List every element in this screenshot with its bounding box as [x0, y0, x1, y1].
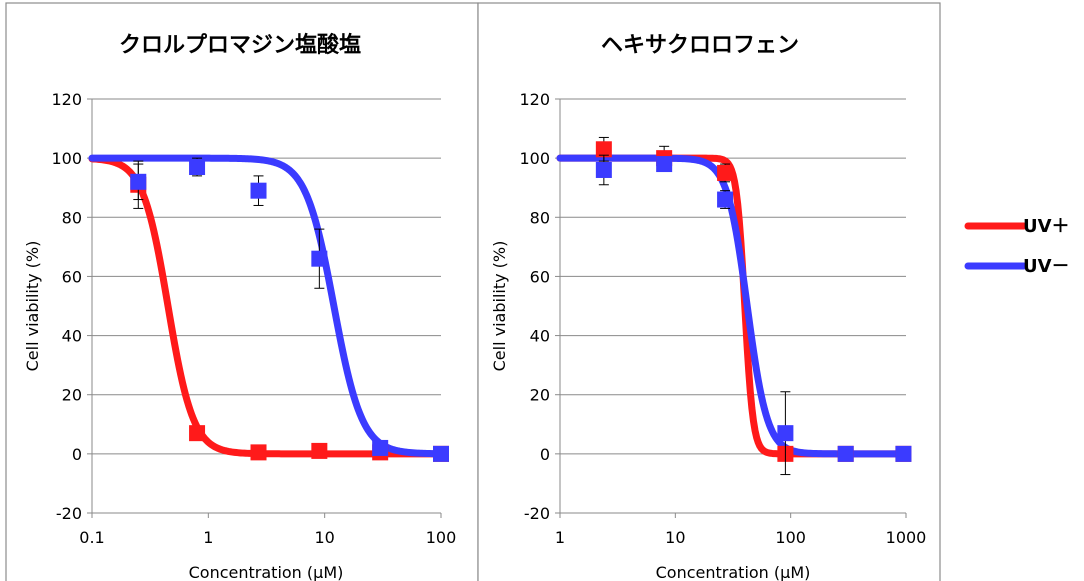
- axis-layer: -20 0 20 40 60 80 100 120 0.1 1 10 100: [51, 90, 456, 547]
- marker-layer: [130, 157, 449, 462]
- y-tick-label: 0: [72, 445, 82, 464]
- y-tick-label: 100: [519, 149, 550, 168]
- data-point: [250, 444, 267, 461]
- chart-title: クロルプロマジン塩酸塩: [119, 32, 361, 58]
- data-point: [656, 156, 673, 173]
- x-tick-label: 100: [775, 528, 806, 547]
- y-axis-label: Cell viability (%): [23, 241, 42, 372]
- panel-chlorpromazine: クロルプロマジン塩酸塩 Concentration (μM) Cell viab…: [5, 2, 479, 581]
- data-point: [189, 159, 206, 176]
- y-tick-label: 60: [62, 267, 82, 286]
- x-axis-label: Concentration (μM): [189, 563, 344, 581]
- data-point: [311, 442, 328, 459]
- y-tick-label: 80: [62, 208, 82, 227]
- data-point: [311, 250, 328, 267]
- x-tick-label: 100: [426, 528, 457, 547]
- data-point: [777, 425, 794, 442]
- y-axis-label: Cell viability (%): [490, 241, 509, 372]
- y-tick-label: 120: [519, 90, 550, 109]
- legend-label: UV＋: [1023, 216, 1070, 237]
- data-point: [250, 182, 267, 199]
- y-tick-label: 100: [51, 149, 82, 168]
- x-tick-label: 1000: [886, 528, 927, 547]
- data-point: [189, 425, 206, 442]
- marker-layer: [595, 136, 912, 476]
- data-point: [433, 445, 449, 462]
- data-point: [595, 141, 612, 158]
- y-tick-label: -20: [56, 504, 82, 523]
- data-point: [837, 445, 854, 462]
- y-tick-label: 20: [530, 386, 550, 405]
- legend-item-uv-plus: UV＋: [964, 216, 1070, 237]
- x-axis-label: Concentration (μM): [656, 563, 811, 581]
- y-tick-label: 60: [530, 267, 550, 286]
- y-tick-label: 20: [62, 386, 82, 405]
- x-tick-label: 10: [314, 528, 334, 547]
- legend-label: UV－: [1023, 256, 1070, 277]
- panel-hexachlorophene: ヘキサクロロフェン Concentration (μM) Cell viabil…: [477, 2, 941, 581]
- x-tick-label: 0.1: [79, 528, 104, 547]
- y-tick-label: 0: [540, 445, 550, 464]
- data-point: [595, 161, 612, 178]
- legend-item-uv-minus: UV－: [964, 256, 1070, 277]
- legend: UV＋ UV－: [964, 216, 1070, 277]
- y-tick-label: 40: [530, 327, 550, 346]
- y-tick-label: -20: [524, 504, 550, 523]
- x-tick-label: 10: [665, 528, 685, 547]
- y-tick-label: 80: [530, 208, 550, 227]
- x-tick-label: 1: [555, 528, 565, 547]
- chart-title: ヘキサクロロフェン: [601, 33, 799, 58]
- data-point: [717, 191, 734, 208]
- data-point: [895, 445, 912, 462]
- data-point: [372, 439, 389, 456]
- x-tick-label: 1: [203, 528, 213, 547]
- y-tick-label: 40: [62, 327, 82, 346]
- data-point: [130, 173, 147, 190]
- y-tick-label: 120: [51, 90, 82, 109]
- data-point: [717, 164, 734, 181]
